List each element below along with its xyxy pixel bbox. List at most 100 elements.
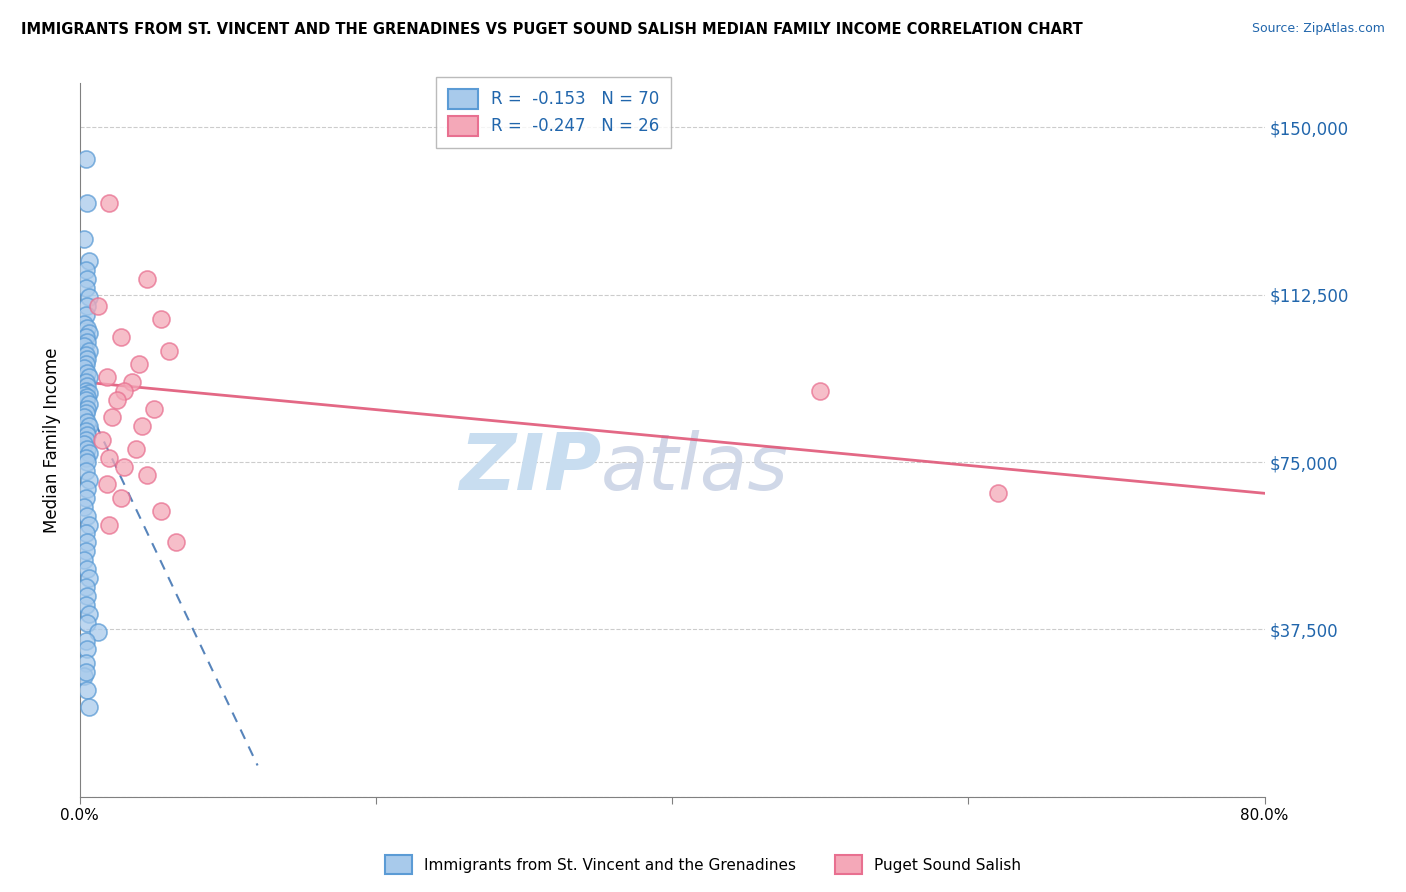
Point — [77, 385, 100, 400]
Point — [75, 357, 97, 371]
Point — [101, 410, 124, 425]
Point — [75, 544, 97, 558]
Point — [73, 232, 96, 246]
Point — [76, 428, 98, 442]
Point — [135, 468, 157, 483]
Point — [76, 615, 98, 630]
Point — [75, 308, 97, 322]
Point — [121, 375, 143, 389]
Point — [77, 397, 100, 411]
Legend: Immigrants from St. Vincent and the Grenadines, Puget Sound Salish: Immigrants from St. Vincent and the Gren… — [378, 849, 1028, 880]
Point — [91, 433, 114, 447]
Point — [112, 459, 135, 474]
Point — [76, 390, 98, 404]
Point — [77, 607, 100, 621]
Point — [75, 424, 97, 438]
Point — [75, 580, 97, 594]
Point — [75, 491, 97, 505]
Point — [75, 152, 97, 166]
Text: atlas: atlas — [602, 430, 789, 507]
Point — [150, 312, 173, 326]
Point — [98, 450, 121, 465]
Point — [73, 500, 96, 514]
Point — [135, 272, 157, 286]
Point — [73, 317, 96, 331]
Point — [76, 196, 98, 211]
Point — [131, 419, 153, 434]
Point — [76, 366, 98, 380]
Point — [77, 370, 100, 384]
Point — [77, 571, 100, 585]
Point — [128, 357, 150, 371]
Point — [76, 508, 98, 523]
Point — [76, 334, 98, 349]
Point — [76, 535, 98, 549]
Point — [157, 343, 180, 358]
Point — [808, 384, 831, 398]
Point — [73, 361, 96, 376]
Point — [77, 326, 100, 340]
Point — [86, 624, 108, 639]
Point — [98, 196, 121, 211]
Point — [76, 482, 98, 496]
Point — [76, 415, 98, 429]
Point — [75, 598, 97, 612]
Legend: R =  -0.153   N = 70, R =  -0.247   N = 26: R = -0.153 N = 70, R = -0.247 N = 26 — [436, 77, 671, 147]
Point — [77, 700, 100, 714]
Point — [76, 272, 98, 286]
Point — [86, 299, 108, 313]
Point — [77, 254, 100, 268]
Point — [76, 682, 98, 697]
Point — [73, 339, 96, 353]
Point — [75, 330, 97, 344]
Point — [75, 656, 97, 670]
Point — [75, 406, 97, 420]
Point — [75, 384, 97, 398]
Point — [75, 433, 97, 447]
Point — [96, 477, 118, 491]
Point — [76, 642, 98, 657]
Point — [77, 517, 100, 532]
Point — [75, 263, 97, 277]
Point — [75, 281, 97, 295]
Point — [76, 401, 98, 416]
Point — [76, 562, 98, 576]
Point — [75, 633, 97, 648]
Point — [76, 455, 98, 469]
Point — [77, 473, 100, 487]
Point — [75, 450, 97, 465]
Point — [96, 370, 118, 384]
Point — [75, 464, 97, 478]
Point — [77, 290, 100, 304]
Point — [75, 392, 97, 407]
Point — [75, 348, 97, 362]
Point — [98, 517, 121, 532]
Text: Source: ZipAtlas.com: Source: ZipAtlas.com — [1251, 22, 1385, 36]
Point — [76, 379, 98, 393]
Point — [75, 526, 97, 541]
Point — [73, 553, 96, 567]
Point — [75, 375, 97, 389]
Text: ZIP: ZIP — [458, 430, 602, 507]
Point — [75, 665, 97, 679]
Point — [77, 343, 100, 358]
Point — [125, 442, 148, 456]
Point — [73, 410, 96, 425]
Point — [987, 486, 1010, 500]
Point — [142, 401, 165, 416]
Point — [77, 446, 100, 460]
Point — [105, 392, 128, 407]
Y-axis label: Median Family Income: Median Family Income — [44, 347, 60, 533]
Point — [76, 442, 98, 456]
Point — [76, 321, 98, 335]
Point — [76, 299, 98, 313]
Point — [165, 535, 187, 549]
Text: IMMIGRANTS FROM ST. VINCENT AND THE GRENADINES VS PUGET SOUND SALISH MEDIAN FAMI: IMMIGRANTS FROM ST. VINCENT AND THE GREN… — [21, 22, 1083, 37]
Point — [76, 352, 98, 367]
Point — [112, 384, 135, 398]
Point — [73, 388, 96, 402]
Point — [73, 437, 96, 451]
Point — [110, 491, 132, 505]
Point — [76, 589, 98, 603]
Point — [73, 669, 96, 683]
